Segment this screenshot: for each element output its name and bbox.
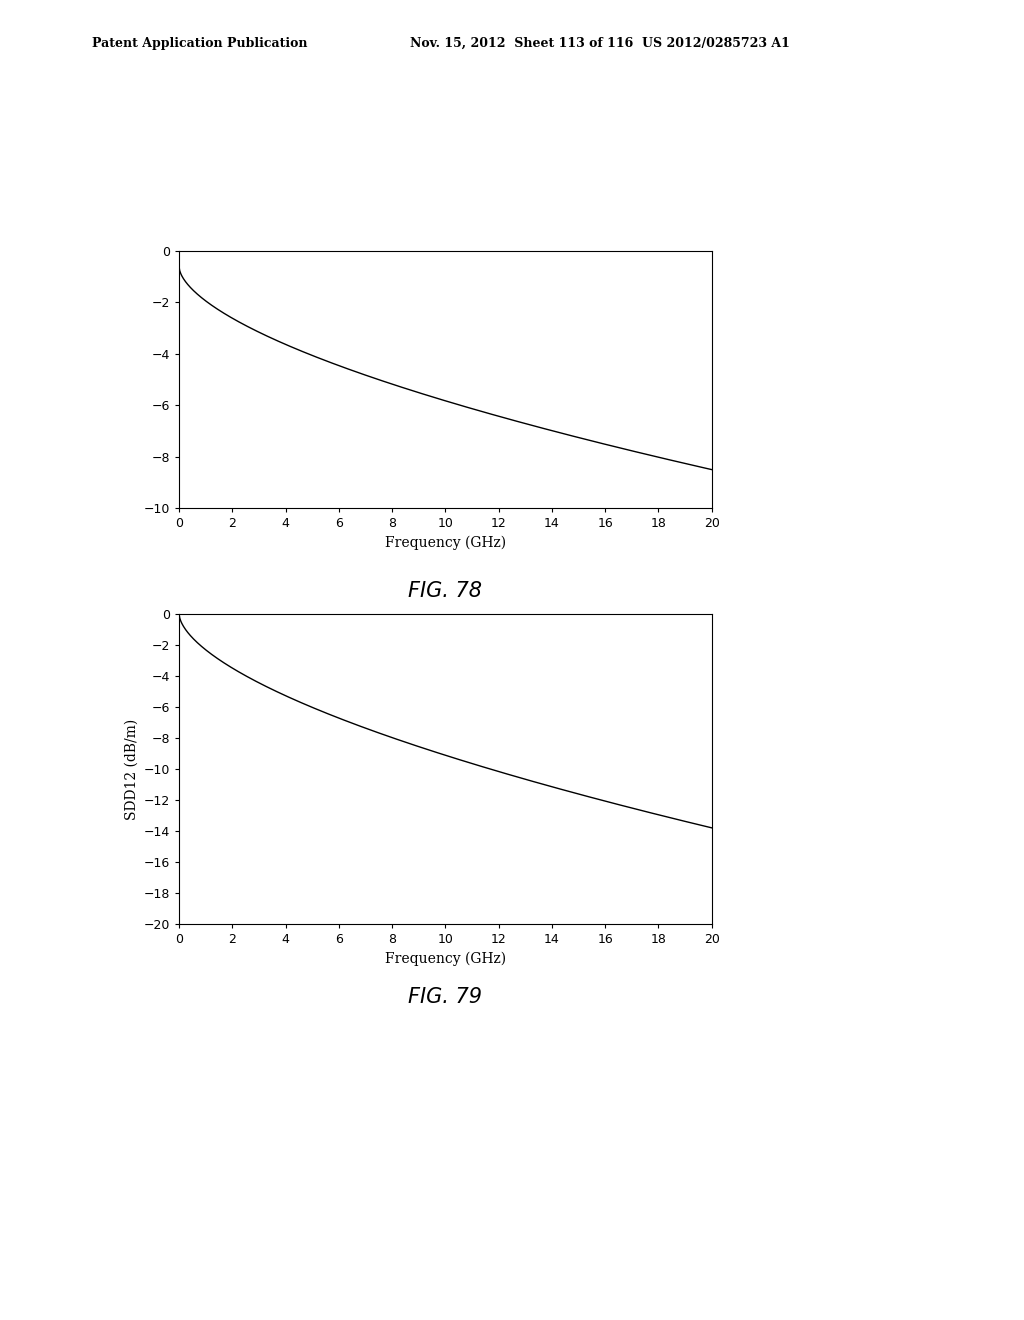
Text: Patent Application Publication: Patent Application Publication — [92, 37, 307, 50]
X-axis label: Frequency (GHz): Frequency (GHz) — [385, 536, 506, 550]
Y-axis label: SDD12 (dB/m): SDD12 (dB/m) — [124, 718, 138, 820]
X-axis label: Frequency (GHz): Frequency (GHz) — [385, 952, 506, 966]
Text: FIG. 78: FIG. 78 — [409, 581, 482, 601]
Text: FIG. 79: FIG. 79 — [409, 987, 482, 1007]
Text: Nov. 15, 2012  Sheet 113 of 116  US 2012/0285723 A1: Nov. 15, 2012 Sheet 113 of 116 US 2012/0… — [410, 37, 790, 50]
